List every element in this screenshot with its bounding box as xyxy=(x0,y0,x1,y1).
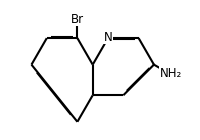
Text: Br: Br xyxy=(71,13,84,26)
Text: NH₂: NH₂ xyxy=(160,66,182,80)
Text: N: N xyxy=(104,31,112,44)
